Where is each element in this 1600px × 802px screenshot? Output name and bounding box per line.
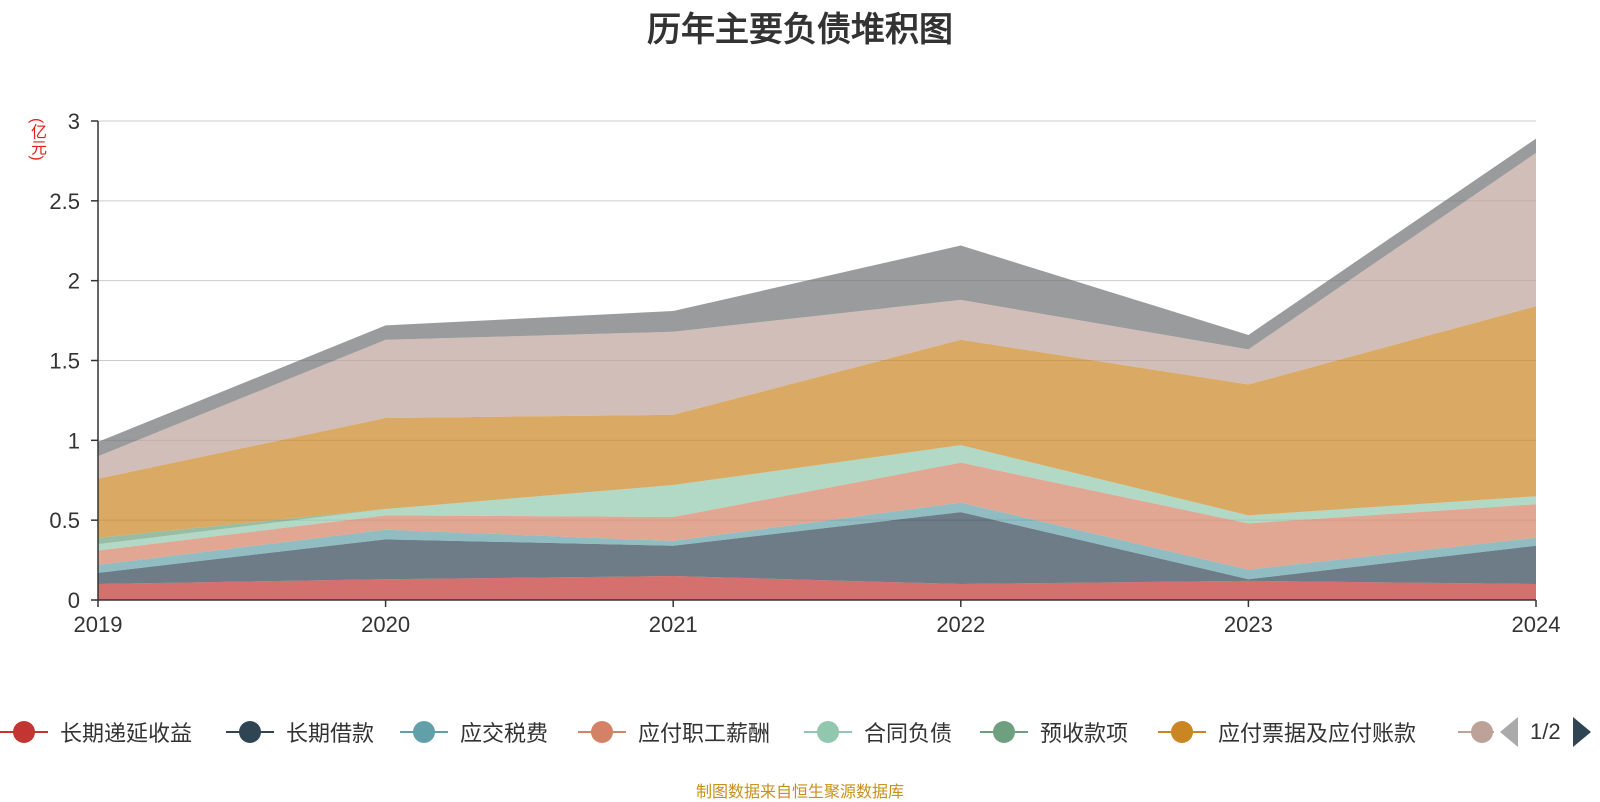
legend-item-3[interactable]: 应交税费: [400, 712, 548, 752]
area-series-2: [98, 512, 1536, 585]
legend-label: 长期递延收益: [60, 721, 193, 746]
legend-marker-icon: [226, 718, 274, 746]
legend-marker-icon: [804, 718, 852, 746]
legend-label: 长期借款: [286, 721, 375, 746]
area-chart: 0 0.5 1 1.5 2 2.5 3 2019 2020 2021 2022 2023 2024: [49, 109, 1561, 637]
legend-pager: 1/2: [1500, 712, 1591, 752]
y-tick-label-1.5: 1.5: [49, 349, 80, 374]
area-series-1: [98, 576, 1536, 600]
y-tick-label-1: 1: [68, 428, 80, 453]
x-tick-label-2020: 2020: [361, 612, 410, 637]
y-tick-label-0.5: 0.5: [49, 508, 80, 533]
x-tick-label-2019: 2019: [74, 612, 123, 637]
area-series-4: [98, 462, 1536, 570]
legend-item-7[interactable]: 应付票据及应付账款: [1158, 712, 1416, 752]
pager-prev-icon[interactable]: [1500, 717, 1518, 747]
legend-label: 应付职工薪酬: [638, 721, 771, 746]
area-series-9: [98, 138, 1536, 457]
area-series-7: [98, 306, 1536, 538]
legend-marker-icon: [980, 718, 1028, 746]
pager-next-icon[interactable]: [1572, 717, 1591, 747]
legend-marker-icon: [1458, 718, 1494, 746]
y-tick-label-0: 0: [68, 588, 80, 613]
legend: 长期递延收益 长期借款 应交税费 应付职工薪酬 合同负债 预收款项 应付票据及应付账款: [0, 712, 1600, 752]
area-series-3: [98, 502, 1536, 580]
y-tick-label-2.5: 2.5: [49, 189, 80, 214]
legend-label: 预收款项: [1040, 721, 1129, 746]
pager-indicator: 1/2: [1530, 719, 1561, 744]
legend-item-5[interactable]: 合同负债: [804, 712, 952, 752]
legend-item-4[interactable]: 应付职工薪酬: [578, 712, 770, 752]
legend-marker-icon: [578, 718, 626, 746]
x-tick-label-2024: 2024: [1512, 612, 1561, 637]
y-tick-label-2: 2: [68, 269, 80, 294]
legend-marker-icon: [1158, 718, 1206, 746]
y-tick-label-3: 3: [68, 109, 80, 134]
legend-label: 应交税费: [460, 721, 549, 746]
legend-item-8[interactable]: [1458, 712, 1494, 752]
x-tick-label-2023: 2023: [1224, 612, 1273, 637]
area-series-5: [98, 445, 1536, 551]
legend-item-2[interactable]: 长期借款: [226, 712, 374, 752]
legend-label: 应付票据及应付账款: [1218, 721, 1417, 746]
legend-item-1[interactable]: 长期递延收益: [0, 712, 192, 752]
legend-marker-icon: [0, 718, 48, 746]
x-tick-label-2022: 2022: [936, 612, 985, 637]
x-tick-label-2021: 2021: [649, 612, 698, 637]
legend-marker-icon: [400, 718, 448, 746]
chart-title: 历年主要负债堆积图: [647, 11, 953, 49]
legend-label: 合同负债: [864, 721, 953, 746]
y-axis-unit: (亿元): [28, 118, 45, 161]
legend-item-6[interactable]: 预收款项: [980, 712, 1128, 752]
data-source-note: 制图数据来自恒生聚源数据库: [695, 784, 904, 801]
